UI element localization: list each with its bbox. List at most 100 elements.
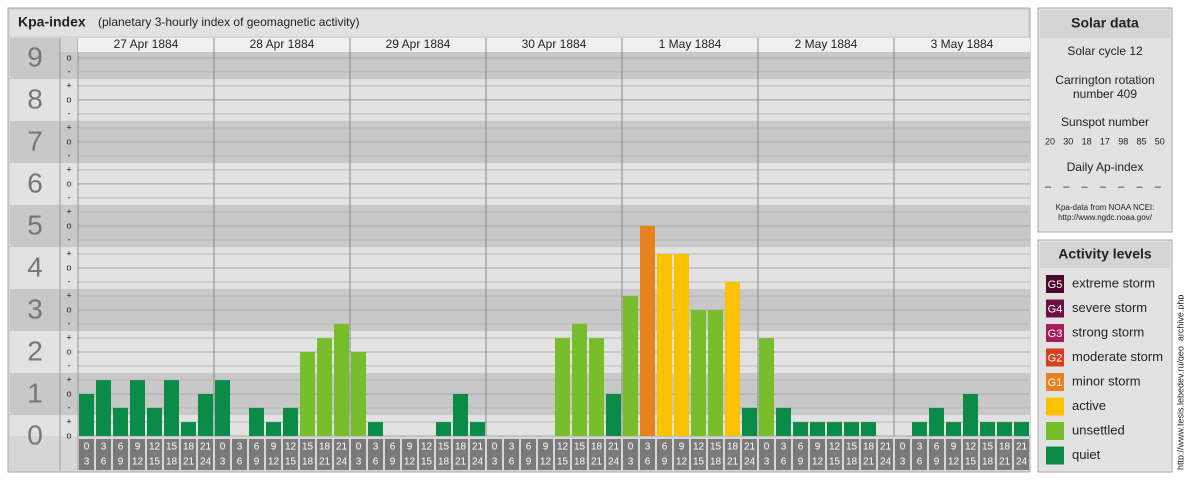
bar xyxy=(827,422,842,436)
bar xyxy=(674,254,689,436)
hour-label: 24 xyxy=(744,457,756,468)
hour-label: 15 xyxy=(574,442,586,453)
hour-label: 15 xyxy=(438,442,450,453)
activity-title-bar xyxy=(1040,242,1170,268)
hour-label: 18 xyxy=(863,442,875,453)
minor-tick-label: + xyxy=(66,248,71,258)
hour-label: 24 xyxy=(472,457,484,468)
bar xyxy=(181,422,196,436)
hour-box xyxy=(181,439,196,470)
hour-box xyxy=(470,439,485,470)
bar xyxy=(147,407,162,436)
hour-label: 18 xyxy=(999,442,1011,453)
hour-label: 0 xyxy=(628,442,634,453)
day-header xyxy=(214,38,350,52)
hour-label: 9 xyxy=(254,457,260,468)
bar xyxy=(453,393,468,436)
hour-label: 9 xyxy=(798,457,804,468)
hour-label: 21 xyxy=(880,442,892,453)
hour-box xyxy=(674,439,689,470)
hour-box xyxy=(776,439,791,470)
bar xyxy=(589,338,604,436)
bar xyxy=(436,422,451,436)
hour-label: 3 xyxy=(917,442,923,453)
hour-box xyxy=(623,439,638,470)
minor-tick-label: + xyxy=(66,206,71,216)
minor-tick-label: + xyxy=(66,80,71,90)
ap-value: – xyxy=(1045,181,1052,193)
minor-tick-label: o xyxy=(66,346,71,356)
level-badge xyxy=(1046,324,1064,342)
hour-label: 15 xyxy=(149,457,161,468)
hour-label: 3 xyxy=(356,457,362,468)
minor-tick-label: o xyxy=(66,388,71,398)
day-header xyxy=(622,38,758,52)
hour-label: 12 xyxy=(404,457,416,468)
hour-box xyxy=(79,439,94,470)
day-header xyxy=(350,38,486,52)
hour-label: 9 xyxy=(679,442,685,453)
day-header xyxy=(758,38,894,52)
bar xyxy=(742,407,757,436)
bar xyxy=(657,254,672,436)
minor-tick-label: o xyxy=(66,430,71,440)
hour-label: 6 xyxy=(798,442,804,453)
hour-label: 15 xyxy=(693,457,705,468)
source: Kpa-data from NOAA NCEI: xyxy=(1056,203,1155,212)
hour-label: 6 xyxy=(373,457,379,468)
minor-tick-label: - xyxy=(68,402,71,412)
bar xyxy=(793,422,808,436)
bar xyxy=(317,338,332,436)
level-name: severe storm xyxy=(1072,300,1147,315)
hour-box xyxy=(861,439,876,470)
bar xyxy=(1014,422,1029,436)
minor-tick-label: o xyxy=(66,178,71,188)
hour-box xyxy=(164,439,179,470)
minor-tick-label: + xyxy=(66,374,71,384)
hour-box xyxy=(963,439,978,470)
hour-box xyxy=(640,439,655,470)
hour-label: 24 xyxy=(336,457,348,468)
minor-tick-label: o xyxy=(66,94,71,104)
hour-label: 3 xyxy=(492,457,498,468)
level-name: strong storm xyxy=(1072,324,1144,339)
minor-tick-label: o xyxy=(66,52,71,62)
hour-label: 15 xyxy=(846,442,858,453)
hour-label: 6 xyxy=(237,457,243,468)
hour-box xyxy=(725,439,740,470)
bar xyxy=(946,422,961,436)
title-bar xyxy=(10,10,1028,36)
bar xyxy=(623,296,638,436)
minor-tick-label: o xyxy=(66,304,71,314)
bar xyxy=(334,323,349,436)
day-label: 28 Apr 1884 xyxy=(250,37,315,51)
hour-label: 9 xyxy=(934,457,940,468)
hour-box xyxy=(1014,439,1029,470)
hour-label: 12 xyxy=(948,457,960,468)
hour-label: 15 xyxy=(829,457,841,468)
hour-label: 21 xyxy=(727,457,739,468)
ap-value: – xyxy=(1082,181,1089,193)
ap-value: – xyxy=(1136,181,1143,193)
hour-box xyxy=(997,439,1012,470)
bar xyxy=(997,422,1012,436)
hour-label: 15 xyxy=(557,457,569,468)
hour-label: 21 xyxy=(336,442,348,453)
level-badge xyxy=(1046,348,1064,367)
minor-tick-label: + xyxy=(66,416,71,426)
sunspot-title: Sunspot number xyxy=(1061,115,1149,129)
minor-tick-label: - xyxy=(68,150,71,160)
hour-label: 3 xyxy=(373,442,379,453)
level-name: minor storm xyxy=(1072,373,1141,388)
hour-box xyxy=(895,439,910,470)
hour-label: 6 xyxy=(254,442,260,453)
hour-label: 21 xyxy=(319,457,331,468)
hour-label: 12 xyxy=(268,457,280,468)
hour-label: 3 xyxy=(645,442,651,453)
bar xyxy=(844,422,859,436)
hour-label: 6 xyxy=(662,442,668,453)
level-badge-text: G3 xyxy=(1048,328,1063,340)
hour-label: 12 xyxy=(421,442,433,453)
hour-label: 18 xyxy=(166,457,178,468)
